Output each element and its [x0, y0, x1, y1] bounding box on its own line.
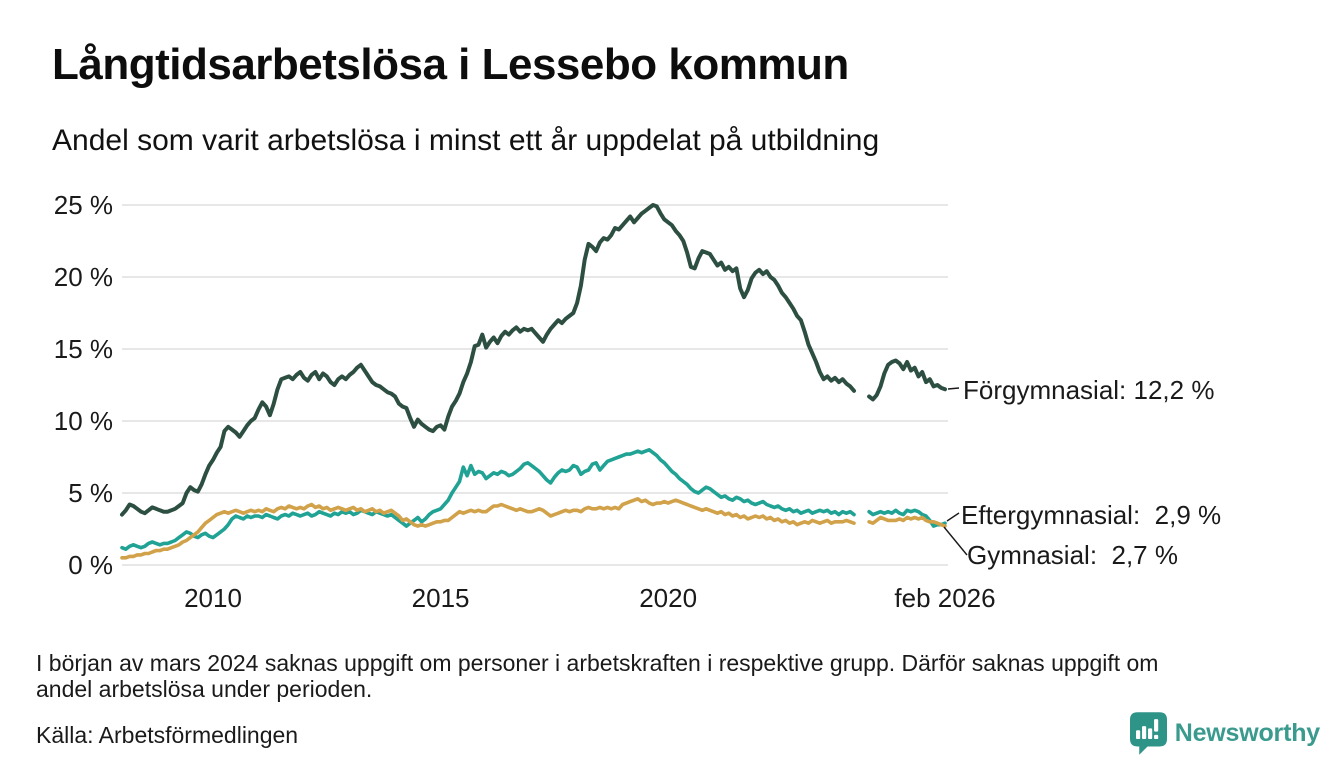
- series-line-forgymnasial: [120, 203, 947, 517]
- newsworthy-chart-bubble-icon: [1129, 712, 1167, 755]
- chart-subtitle: Andel som varit arbetslösa i minst ett å…: [52, 124, 880, 157]
- label-connector-forgymnasial: [947, 387, 960, 390]
- y-tick-label-0: 0 %: [68, 550, 113, 580]
- source-label: Källa: Arbetsförmedlingen: [36, 722, 299, 748]
- newsworthy-logo: Newsworthy: [1129, 712, 1320, 755]
- footnote: I början av mars 2024 saknas uppgift om …: [36, 650, 1306, 702]
- series-line-eftergymnasial: [120, 448, 947, 551]
- y-tick-label-5: 5 %: [68, 478, 113, 508]
- series-end-label-gymnasial: Gymnasial: 2,7 %: [967, 540, 1178, 570]
- x-tick-label-2020: 2020: [639, 583, 697, 613]
- series-end-label-eftergymnasial: Eftergymnasial: 2,9 %: [961, 500, 1222, 530]
- page-title: Långtidsarbetslösa i Lessebo kommun: [52, 40, 849, 89]
- label-connector-eftergymnasial: [946, 512, 960, 522]
- x-tick-label-2015: 2015: [412, 583, 470, 613]
- label-connector-gymnasial: [943, 526, 968, 556]
- y-tick-label-20: 20 %: [54, 262, 113, 292]
- newsworthy-wordmark: Newsworthy: [1174, 719, 1320, 747]
- y-tick-label-25: 25 %: [54, 190, 113, 220]
- series-end-label-forgymnasial: Förgymnasial: 12,2 %: [963, 375, 1215, 405]
- y-tick-label-10: 10 %: [54, 406, 113, 436]
- y-tick-label-15: 15 %: [54, 334, 113, 364]
- series-line-gymnasial: [120, 497, 947, 560]
- footnote-line-2: andel arbetslösa under perioden.: [36, 676, 373, 702]
- x-tick-label-feb-2026: feb 2026: [894, 583, 995, 613]
- footnote-line-1: I början av mars 2024 saknas uppgift om …: [36, 650, 1159, 676]
- x-tick-label-2010: 2010: [184, 583, 242, 613]
